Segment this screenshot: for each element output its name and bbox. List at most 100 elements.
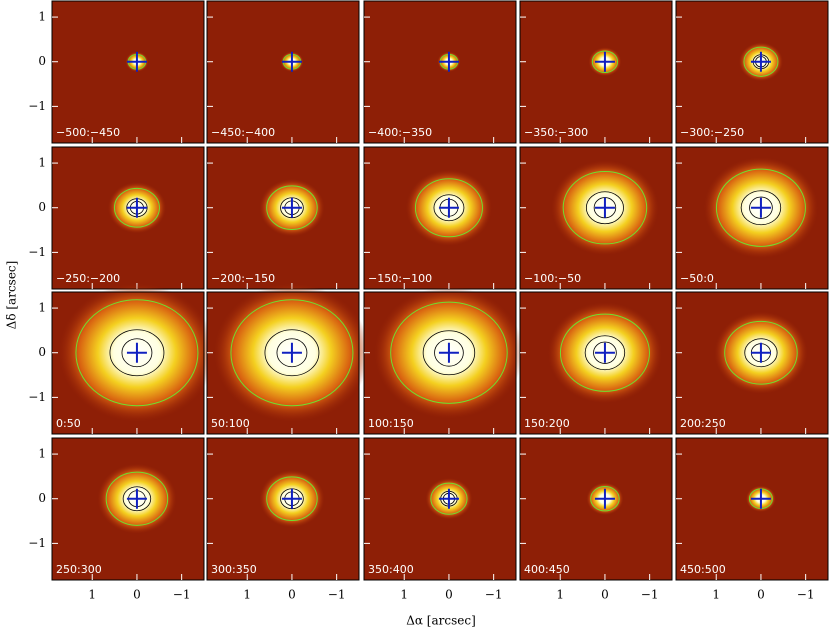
panel-frame bbox=[363, 0, 517, 144]
panel-label: −400:−350 bbox=[368, 126, 432, 139]
y-tick-label: −1 bbox=[28, 245, 46, 259]
y-tick-label: 1 bbox=[38, 156, 46, 170]
contour bbox=[113, 187, 160, 228]
panel-frame bbox=[206, 0, 360, 144]
center-cross bbox=[594, 197, 615, 218]
contour bbox=[562, 171, 648, 245]
contour bbox=[422, 330, 476, 376]
panel-frame bbox=[519, 0, 673, 144]
x-tick-label: −1 bbox=[641, 588, 659, 602]
panel-frame bbox=[675, 146, 829, 290]
panel-label: −300:−250 bbox=[680, 126, 744, 139]
x-tick-label: 1 bbox=[400, 588, 408, 602]
panel-background bbox=[364, 1, 516, 143]
panel-frame bbox=[363, 437, 517, 581]
panel-label: −150:−100 bbox=[368, 272, 432, 285]
contour bbox=[266, 185, 318, 231]
y-tick-label: −1 bbox=[28, 390, 46, 404]
contour bbox=[266, 476, 318, 522]
y-tick-label: 1 bbox=[38, 10, 46, 24]
panel-background bbox=[52, 1, 204, 143]
y-tick-label: 0 bbox=[38, 345, 46, 359]
panel-label: 150:200 bbox=[524, 417, 570, 430]
x-tick-label: 1 bbox=[88, 588, 96, 602]
center-cross bbox=[438, 342, 459, 363]
panel-label: 250:300 bbox=[56, 563, 102, 576]
contour bbox=[121, 338, 153, 368]
y-tick-label: 1 bbox=[38, 447, 46, 461]
panel-frame bbox=[675, 291, 829, 435]
contour bbox=[430, 482, 468, 515]
y-tick-label: −1 bbox=[28, 536, 46, 550]
center-cross bbox=[594, 51, 615, 72]
center-cross bbox=[594, 342, 615, 363]
y-tick-label: 0 bbox=[38, 200, 46, 214]
panel-label: 200:250 bbox=[680, 417, 726, 430]
panel-frame bbox=[51, 437, 205, 581]
panel-frame bbox=[519, 437, 673, 581]
contour bbox=[740, 190, 782, 226]
center-cross bbox=[750, 488, 771, 509]
contour bbox=[593, 341, 617, 364]
panel-frame bbox=[675, 437, 829, 581]
contour bbox=[105, 471, 169, 526]
panel-label: −50:0 bbox=[680, 272, 714, 285]
contour bbox=[593, 197, 617, 219]
contour bbox=[109, 329, 165, 377]
center-cross bbox=[750, 342, 771, 363]
contour bbox=[122, 486, 152, 512]
contour bbox=[390, 301, 508, 404]
contour bbox=[230, 299, 354, 407]
x-tick-label: −1 bbox=[173, 588, 191, 602]
contour bbox=[590, 486, 620, 512]
center-cross bbox=[750, 51, 771, 72]
contour bbox=[584, 335, 626, 371]
panel: 100:150 bbox=[363, 286, 524, 435]
contour bbox=[433, 194, 465, 222]
panel: 200:250 bbox=[675, 291, 829, 435]
center-cross bbox=[126, 342, 147, 363]
panel: −400:−350 bbox=[363, 0, 517, 144]
panel-label: 0:50 bbox=[56, 417, 81, 430]
panel-frame bbox=[363, 291, 517, 435]
x-tick-label: −1 bbox=[797, 588, 815, 602]
panel-label: −250:−200 bbox=[56, 272, 120, 285]
panel: 450:500 1 0 −1 bbox=[675, 437, 829, 602]
panel-frame bbox=[519, 146, 673, 290]
x-tick-label: 1 bbox=[243, 588, 251, 602]
panel: −150:−100 bbox=[363, 146, 517, 290]
panel-label: 100:150 bbox=[368, 417, 414, 430]
x-tick-label: 0 bbox=[445, 588, 453, 602]
x-tick-label: 1 bbox=[556, 588, 564, 602]
panel: −300:−250 bbox=[675, 0, 829, 144]
panel: −50:0 bbox=[675, 146, 829, 290]
panel-frame bbox=[206, 437, 360, 581]
center-cross bbox=[126, 51, 147, 72]
panel-label: −450:−400 bbox=[211, 126, 275, 139]
panel: 350:400 1 0 −1 bbox=[363, 437, 517, 602]
panel: −350:−300 bbox=[519, 0, 673, 144]
panel-label: −100:−50 bbox=[524, 272, 581, 285]
y-tick-label: 0 bbox=[38, 491, 46, 505]
panel: −500:−450 −1 0 1 bbox=[28, 0, 205, 144]
panel-frame bbox=[51, 291, 205, 435]
panel: 0:50 −1 0 1 bbox=[28, 283, 215, 435]
center-cross bbox=[281, 488, 302, 509]
center-cross bbox=[126, 488, 147, 509]
center-cross bbox=[438, 197, 459, 218]
panel: 250:300 1 0 −1 −1 0 1 bbox=[28, 437, 205, 602]
contour bbox=[264, 329, 320, 377]
contour bbox=[724, 320, 798, 385]
x-tick-label: −1 bbox=[485, 588, 503, 602]
center-cross bbox=[281, 197, 302, 218]
center-cross bbox=[281, 51, 302, 72]
panel-label: 450:500 bbox=[680, 563, 726, 576]
panel-frame bbox=[51, 0, 205, 144]
contour bbox=[75, 299, 199, 407]
panel-label: 400:450 bbox=[524, 563, 570, 576]
x-tick-label: −1 bbox=[328, 588, 346, 602]
panel-label: 350:400 bbox=[368, 563, 414, 576]
panel: 300:350 1 0 −1 bbox=[206, 437, 360, 602]
contour bbox=[743, 46, 779, 77]
